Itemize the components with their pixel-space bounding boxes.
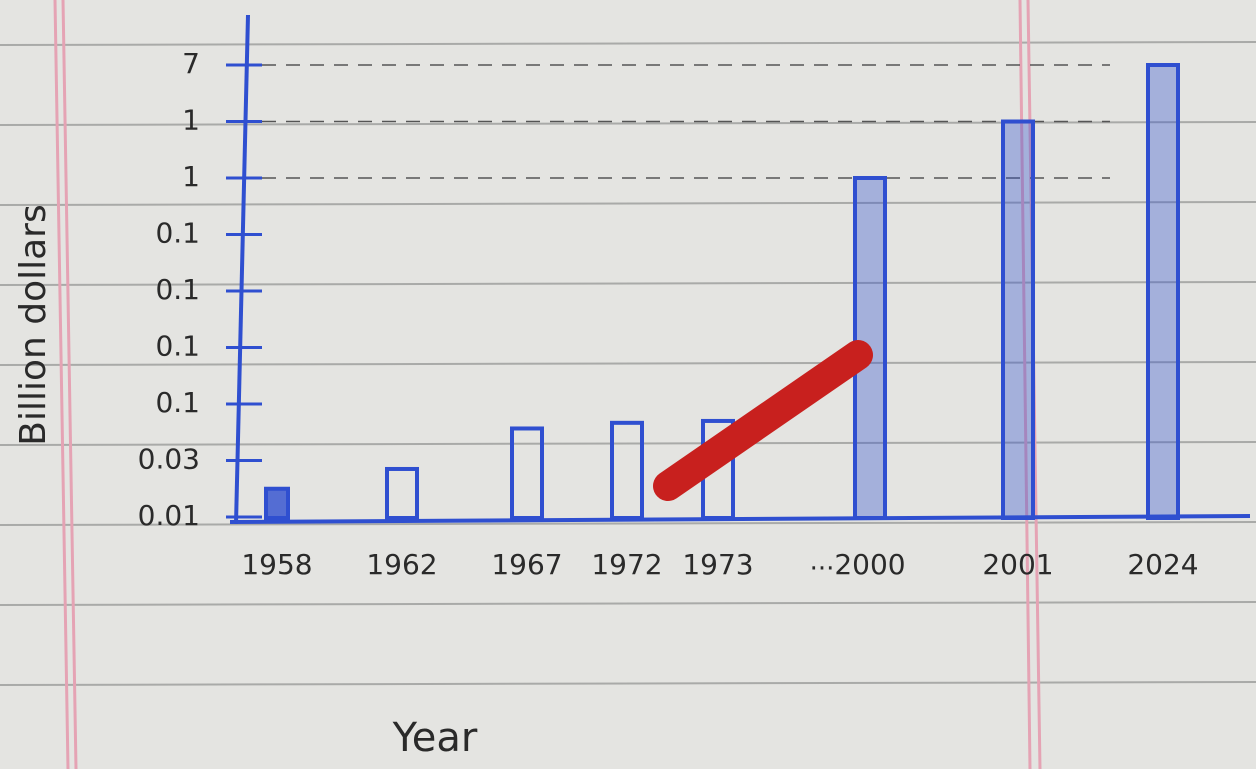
- chart: Billion dollars Year ... 0.01 0.03 0.1 0.1 0…: [0, 0, 1256, 769]
- x-tick-label: 1958: [241, 548, 312, 581]
- y-tick-label: 1: [182, 160, 200, 193]
- axis-break-label: ...: [810, 547, 835, 577]
- y-tick-label: 7: [182, 47, 200, 80]
- x-tick-label: 1972: [591, 548, 662, 581]
- bar: [612, 423, 642, 518]
- x-tick-label: 2001: [982, 548, 1053, 581]
- y-tick-label: 0.1: [155, 217, 200, 250]
- y-tick-label: 0.1: [155, 386, 200, 419]
- bar: [512, 428, 542, 518]
- bar: [1148, 65, 1178, 518]
- x-tick-label: 1967: [491, 548, 562, 581]
- bar: [1003, 122, 1033, 519]
- y-tick-label: 0.01: [138, 499, 200, 532]
- x-tick-label: 1973: [682, 548, 753, 581]
- x-tick-label: 2024: [1127, 548, 1198, 581]
- x-tick-label: 2000: [834, 548, 905, 581]
- y-tick-label: 0.03: [138, 443, 200, 476]
- y-axis-label: Billion dollars: [13, 204, 54, 446]
- y-tick-label: 0.1: [155, 273, 200, 306]
- y-tick-label: 1: [182, 104, 200, 137]
- bar: [266, 489, 288, 518]
- y-tick-label: 0.1: [155, 330, 200, 363]
- x-axis-label: Year: [392, 715, 478, 761]
- x-tick-label: 1962: [366, 548, 437, 581]
- bar: [387, 469, 417, 518]
